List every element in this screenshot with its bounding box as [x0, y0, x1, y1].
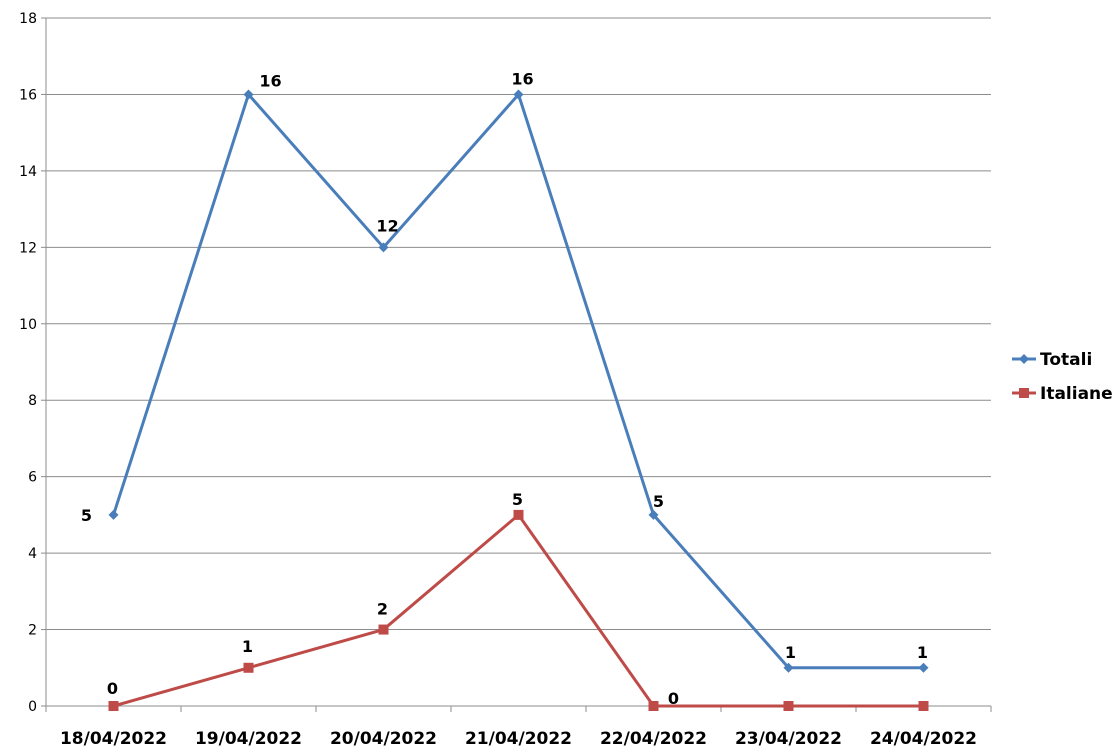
y-tick-label: 16	[19, 87, 37, 103]
data-label-totali: 1	[785, 643, 796, 662]
x-tick-label: 20/04/2022	[330, 729, 437, 749]
data-point-italiane	[513, 509, 524, 520]
legend: Totali Italiane	[1012, 350, 1112, 404]
series-lines	[108, 89, 929, 711]
data-label-totali: 12	[376, 216, 398, 235]
y-tick-label: 12	[19, 240, 37, 256]
data-point-totali	[918, 662, 929, 673]
x-tick-label: 22/04/2022	[600, 729, 707, 749]
axes	[41, 17, 992, 712]
data-point-italiane	[783, 701, 794, 711]
y-tick-label: 4	[28, 546, 37, 562]
gridlines	[46, 17, 991, 631]
data-label-totali: 16	[259, 71, 281, 90]
data-label-totali: 5	[653, 492, 664, 511]
data-label-italiane: 0	[107, 679, 118, 698]
data-point-italiane	[648, 701, 659, 711]
y-tick-label: 18	[19, 11, 37, 27]
y-tick-label: 10	[19, 317, 37, 333]
data-label-totali: 16	[511, 69, 533, 88]
legend-marker	[1019, 354, 1029, 364]
legend-label: Totali	[1040, 350, 1092, 370]
y-tick-label: 6	[28, 470, 37, 486]
x-tick-label: 24/04/2022	[870, 729, 977, 749]
x-axis-tick-labels: 18/04/2022 19/04/2022 20/04/2022 21/04/2022…	[60, 729, 977, 749]
series-line-totali	[112, 92, 924, 670]
legend-marker	[1019, 388, 1029, 398]
data-label-italiane: 1	[242, 637, 253, 656]
x-tick-label: 19/04/2022	[195, 729, 302, 749]
y-tick-label: 0	[28, 699, 37, 715]
data-point-totali	[513, 89, 524, 100]
data-point-totali	[378, 242, 389, 253]
x-tick-label: 23/04/2022	[735, 729, 842, 749]
data-point-totali	[648, 509, 659, 520]
data-point-totali	[108, 509, 119, 520]
data-point-totali	[243, 89, 254, 100]
data-label-totali: 1	[917, 643, 928, 662]
data-point-italiane	[378, 624, 389, 635]
y-tick-label: 8	[28, 393, 37, 409]
data-label-italiane: 2	[377, 600, 388, 619]
data-label-totali: 5	[81, 506, 92, 525]
series-line-italiane	[113, 513, 924, 708]
y-tick-label: 2	[28, 623, 37, 639]
x-tick-label: 21/04/2022	[465, 729, 572, 749]
y-tick-label: 14	[19, 164, 37, 180]
data-point-totali	[783, 662, 794, 673]
data-point-italiane	[243, 662, 254, 673]
data-label-italiane: 5	[512, 490, 523, 509]
data-label-italiane: 0	[668, 689, 679, 708]
x-tick-label: 18/04/2022	[60, 729, 167, 749]
data-point-italiane	[918, 701, 929, 711]
legend-label: Italiane	[1040, 384, 1112, 404]
y-axis-tick-labels: 0 2 4 6 8 10 12 14 16 18	[19, 11, 37, 715]
data-point-italiane	[108, 701, 119, 711]
